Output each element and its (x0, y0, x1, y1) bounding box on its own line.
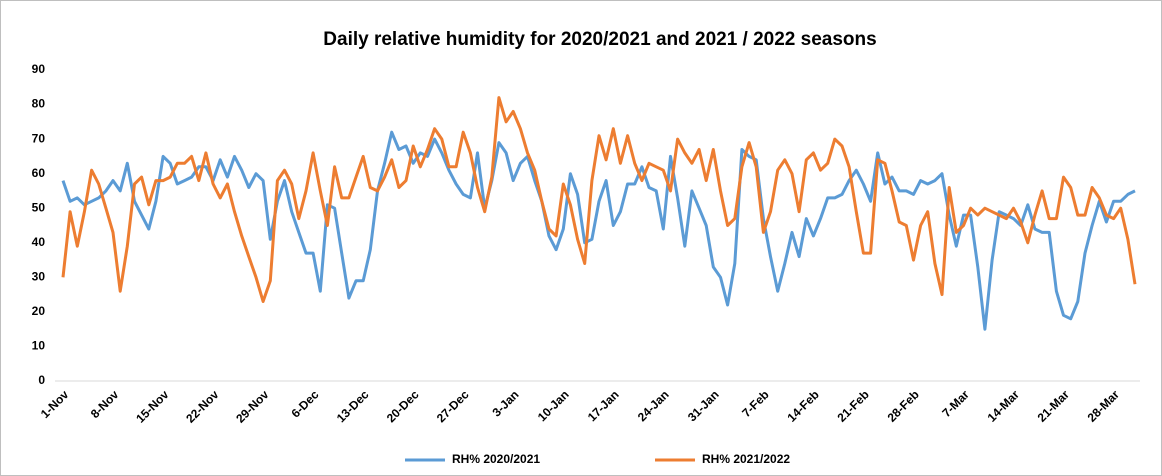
y-tick-label: 50 (32, 200, 46, 214)
series-line (61, 130, 1136, 331)
y-tick-label: 80 (32, 97, 46, 111)
y-tick-label: 10 (32, 339, 46, 353)
y-tick-label: 0 (38, 373, 45, 387)
y-tick-label: 60 (32, 166, 46, 180)
series-line (61, 96, 1137, 303)
y-tick-label: 20 (32, 304, 46, 318)
legend-label: RH% 2021/2022 (702, 452, 790, 466)
y-tick-label: 90 (32, 62, 46, 76)
y-tick-label: 70 (32, 131, 46, 145)
y-tick-label: 30 (32, 270, 46, 284)
chart-title: Daily relative humidity for 2020/2021 an… (323, 29, 876, 50)
legend-label: RH% 2020/2021 (452, 452, 540, 466)
y-tick-label: 40 (32, 235, 46, 249)
